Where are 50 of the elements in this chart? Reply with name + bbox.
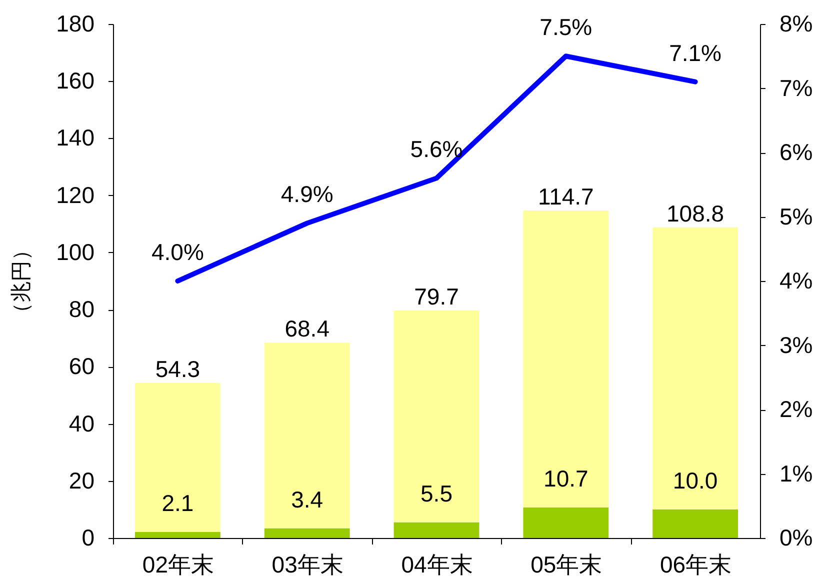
y2-tick-label: 6% xyxy=(780,139,813,165)
total-label: 114.7 xyxy=(538,183,594,210)
x-tick-label: 06年末 xyxy=(660,552,732,578)
total-label: 68.4 xyxy=(284,316,330,342)
y2-tick-label: 4% xyxy=(780,268,813,294)
y-tick-label: 80 xyxy=(68,296,94,322)
total-label: 108.8 xyxy=(666,200,724,226)
y2-tick-label: 7% xyxy=(780,74,813,101)
bar xyxy=(264,528,350,538)
y-tick-label: 20 xyxy=(68,467,94,494)
y2-tick-label: 1% xyxy=(780,460,813,486)
bar xyxy=(394,310,480,522)
bar xyxy=(652,227,738,510)
x-tick-label: 03年末 xyxy=(272,552,344,578)
y2-tick-label: 0% xyxy=(780,524,813,550)
data-label: 7.5% xyxy=(540,14,592,40)
bar xyxy=(523,210,609,508)
bar xyxy=(523,507,609,538)
total-label: 79.7 xyxy=(414,283,459,310)
y-tick-label: 60 xyxy=(68,353,94,380)
data-label: 2.1 xyxy=(162,490,194,516)
data-label: 5.6% xyxy=(410,136,463,162)
y-tick-label: 100 xyxy=(56,238,94,265)
y-tick-label: 40 xyxy=(68,410,94,436)
y-tick-label: 0 xyxy=(82,524,94,550)
y2-tick-label: 8% xyxy=(780,10,813,36)
data-label: 10.7 xyxy=(544,465,588,492)
y-tick-label: 120 xyxy=(56,182,94,208)
data-label: 10.0 xyxy=(672,467,718,494)
y-tick-label: 180 xyxy=(56,10,94,36)
y-tick-label: 140 xyxy=(56,124,94,151)
bar xyxy=(394,522,480,538)
total-label: 54.3 xyxy=(155,356,200,382)
data-label: 5.5 xyxy=(420,480,452,506)
data-label: 4.9% xyxy=(280,181,334,208)
bar xyxy=(135,532,220,538)
x-tick-label: 05年末 xyxy=(530,552,602,578)
y2-tick-label: 3% xyxy=(780,332,813,358)
y2-tick-label: 5% xyxy=(780,203,813,230)
y2-tick-label: 2% xyxy=(780,396,813,422)
data-label: 7.1% xyxy=(669,40,722,66)
data-label: 4.0% xyxy=(151,239,204,265)
bar xyxy=(652,509,738,538)
y-tick-label: 160 xyxy=(56,68,94,94)
data-label: 3.4 xyxy=(291,486,324,512)
y-axis-title: （兆円） xyxy=(10,240,34,324)
bar xyxy=(264,342,350,528)
x-tick-label: 02年末 xyxy=(142,552,214,578)
bar xyxy=(135,382,220,532)
x-tick-label: 04年末 xyxy=(401,552,473,578)
